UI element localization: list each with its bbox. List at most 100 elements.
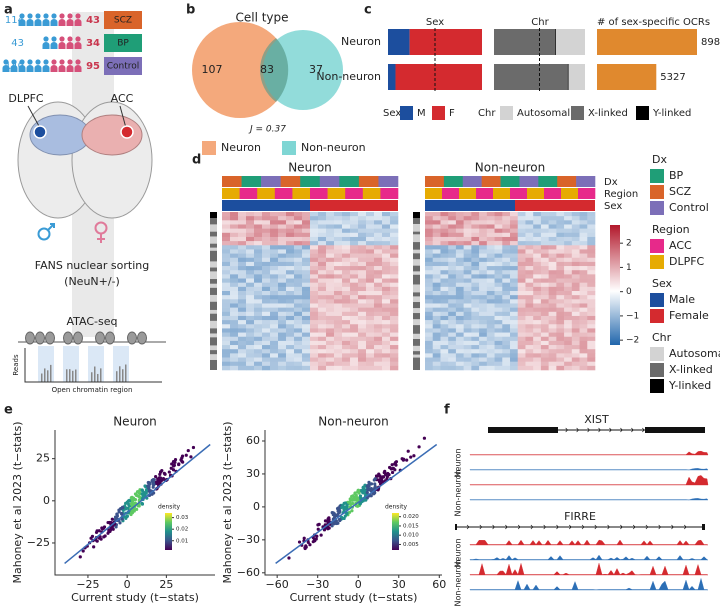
heatmap-cell (479, 353, 488, 358)
heatmap-cell (318, 257, 327, 263)
heatmap-cell (342, 328, 351, 333)
heatmap-cell (525, 241, 534, 246)
heatmap-cell (533, 320, 542, 325)
heatmap-cell (366, 361, 375, 367)
heatmap-cell (548, 336, 557, 342)
density-title: density (158, 504, 180, 511)
heatmap-cell (564, 345, 573, 350)
male-symbol (47, 223, 55, 231)
strand-mark (554, 427, 558, 433)
heatmap-cell (342, 340, 351, 346)
heatmap-cell (540, 361, 549, 367)
heatmap-cell (286, 332, 295, 338)
heatmap-cell (350, 257, 359, 263)
heatmap-cell (294, 224, 303, 229)
heatmap-cell (278, 345, 287, 350)
heatmap-cell (486, 228, 495, 234)
heatmap-cell (374, 241, 383, 246)
heatmap-cell (238, 295, 247, 300)
heatmap-cell (517, 270, 526, 275)
heatmap-cell (564, 224, 573, 229)
heatmap-cell (510, 274, 519, 279)
heatmap-cell (432, 286, 441, 292)
heatmap-cell (286, 216, 295, 221)
heatmap-cell (350, 220, 359, 225)
heatmap-cell (278, 216, 287, 221)
heatmap-cell (294, 278, 303, 283)
heatmap-cell (326, 220, 335, 225)
heatmap-cell (579, 357, 588, 362)
heatmap-cell (230, 315, 239, 321)
point (102, 535, 106, 539)
heatmap-cell (564, 245, 573, 250)
heatmap-cell (571, 332, 580, 338)
plot-title: Non-neuron (318, 415, 388, 429)
heatmap-cell (579, 232, 588, 238)
point (390, 463, 394, 467)
heatmap-cell (302, 253, 311, 259)
person-icon (74, 42, 82, 49)
heatmap-cell (318, 361, 327, 367)
heatmap-cell (310, 336, 319, 342)
heatmap-cell (533, 228, 542, 234)
heatmap-cell (390, 278, 399, 283)
region-annotation (310, 188, 328, 199)
heatmap-cell (270, 299, 279, 304)
heatmap-cell (310, 307, 319, 313)
heatmap-cell (326, 320, 335, 325)
heatmap-cell (222, 299, 231, 304)
heatmap-cell (230, 241, 239, 246)
heatmap-cell (374, 224, 383, 229)
heatmap-cell (579, 324, 588, 329)
read-bar (50, 364, 52, 382)
point (412, 454, 416, 458)
heatmap-cell (286, 349, 295, 354)
heatmap-cell (230, 220, 239, 225)
heatmap-cell (494, 253, 503, 259)
heatmap-cell (390, 340, 399, 346)
point (169, 466, 173, 470)
heatmap-cell (556, 274, 565, 279)
point (130, 511, 135, 515)
point (89, 536, 93, 540)
heatmap-cell (455, 324, 464, 329)
heatmap-cell (230, 282, 239, 288)
heatmap-cell (286, 249, 295, 254)
heatmap-cell (455, 345, 464, 350)
heatmap-cell (302, 257, 311, 263)
dx-annotation (557, 176, 577, 187)
heatmap-cell (350, 353, 359, 358)
heatmap-cell (471, 249, 480, 254)
heatmap-cell (278, 236, 287, 242)
heatmap-cell (310, 249, 319, 254)
colorbar (610, 225, 620, 345)
nucleosome (45, 331, 55, 345)
heatmap-cell (479, 266, 488, 271)
nucleosome (35, 331, 45, 345)
heatmap-cell (479, 236, 488, 242)
heatmap-cell (334, 274, 343, 279)
heatmap-cell (455, 253, 464, 259)
heatmap-cell (517, 257, 526, 263)
heatmap-cell (222, 311, 231, 317)
point (304, 544, 308, 548)
sex-bar (395, 64, 482, 90)
heatmap-cell (262, 236, 271, 242)
heatmap-cell (494, 315, 503, 321)
colorbar-label: −2 (626, 336, 639, 346)
heatmap-cell (326, 286, 335, 292)
heatmap-cell (479, 282, 488, 288)
heatmap-cell (294, 274, 303, 279)
heatmap-cell (310, 266, 319, 271)
heatmap-cell (432, 315, 441, 321)
heatmap-cell (358, 216, 367, 221)
heatmap-cell (525, 286, 534, 292)
heatmap-cell (463, 357, 472, 362)
heatmap-cell (510, 349, 519, 354)
heatmap-cell (502, 286, 511, 292)
heatmap-cell (366, 336, 375, 342)
heatmap-cell (262, 361, 271, 367)
heatmap-cell (479, 245, 488, 250)
heatmap-cell (540, 212, 549, 217)
heatmap-cell (230, 257, 239, 263)
